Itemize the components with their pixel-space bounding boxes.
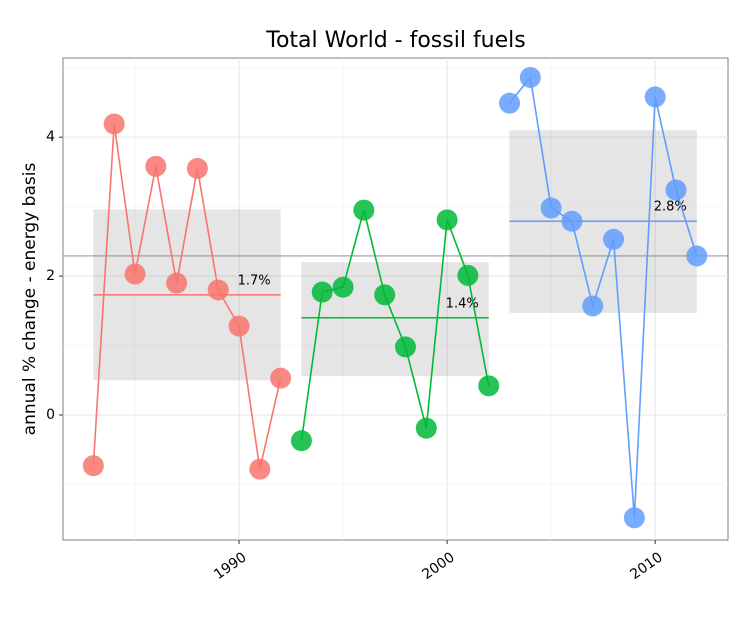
series-line bbox=[92, 123, 282, 470]
point bbox=[457, 264, 479, 286]
mean-label: 2.8% bbox=[654, 200, 687, 215]
x-tick-label: 1990 bbox=[211, 549, 249, 583]
x-tick-label: 2000 bbox=[419, 549, 457, 583]
point bbox=[644, 86, 666, 108]
y-axis-label: annual % change - energy basis bbox=[20, 163, 40, 436]
point bbox=[186, 157, 208, 179]
point bbox=[665, 179, 687, 201]
point bbox=[332, 276, 354, 298]
point bbox=[623, 507, 645, 529]
series-line bbox=[300, 209, 490, 441]
point bbox=[415, 417, 437, 439]
point bbox=[249, 458, 271, 480]
point bbox=[540, 197, 562, 219]
mean-label: 1.4% bbox=[446, 296, 479, 311]
y-tick-label: 4 bbox=[46, 129, 55, 145]
y-tick-label: 0 bbox=[46, 407, 55, 423]
point bbox=[166, 272, 188, 294]
point bbox=[436, 209, 458, 231]
point bbox=[228, 315, 250, 337]
y-tick-label: 2 bbox=[46, 268, 55, 284]
point bbox=[374, 284, 396, 306]
point bbox=[290, 430, 312, 452]
point bbox=[207, 279, 229, 301]
point bbox=[124, 263, 146, 285]
mean-label: 1.7% bbox=[238, 273, 271, 288]
point bbox=[499, 92, 521, 114]
point bbox=[561, 210, 583, 232]
series-line bbox=[508, 75, 698, 518]
point bbox=[519, 66, 541, 88]
point bbox=[353, 199, 375, 221]
point bbox=[394, 336, 416, 358]
point bbox=[478, 375, 500, 397]
point bbox=[686, 245, 708, 267]
point bbox=[103, 113, 125, 135]
point bbox=[145, 155, 167, 177]
point bbox=[311, 281, 333, 303]
point bbox=[582, 295, 604, 317]
panel bbox=[62, 57, 729, 541]
x-tick-label: 2010 bbox=[627, 549, 665, 583]
point bbox=[270, 367, 292, 389]
point bbox=[82, 455, 104, 477]
chart-title: Total World - fossil fuels bbox=[265, 28, 526, 53]
point bbox=[603, 228, 625, 250]
